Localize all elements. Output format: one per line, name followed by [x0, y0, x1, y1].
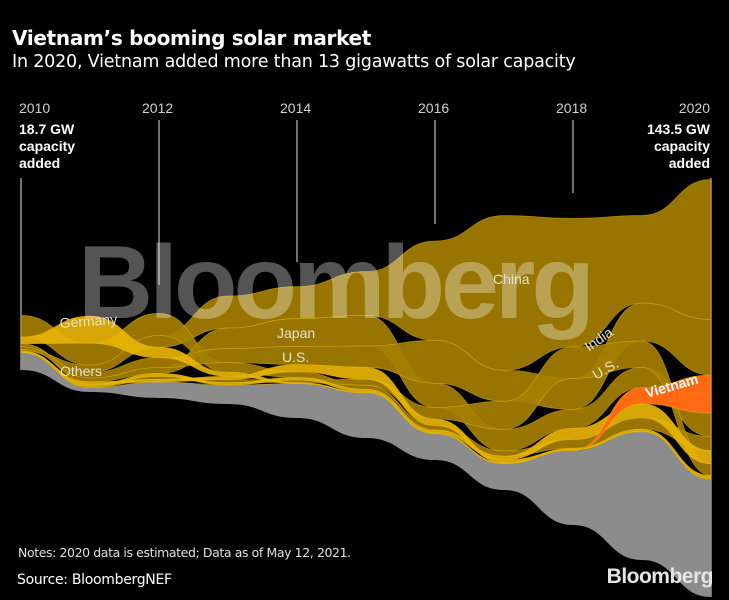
chart-notes: Notes: 2020 data is estimated; Data as o…	[18, 545, 351, 560]
band-vietnam	[20, 352, 712, 465]
series-label-us: U.S.	[282, 349, 309, 365]
end-capacity-line2: capacity	[653, 138, 710, 154]
bloomberg-logo: Bloomberg	[606, 565, 714, 588]
stream-bands	[20, 179, 712, 597]
band-italy	[20, 315, 712, 479]
start-capacity-line2: capacity	[19, 138, 76, 154]
end-capacity-value: 143.5 GW	[646, 121, 710, 137]
chart-title: Vietnam’s booming solar market	[12, 26, 372, 50]
end-capacity-line3: added	[668, 155, 710, 171]
x-tick-label-2014: 2014	[280, 100, 312, 116]
start-capacity-line3: added	[19, 155, 61, 171]
end-capacity-annotation: 143.5 GW capacity added	[647, 121, 710, 172]
chart-source: Source: BloombergNEF	[17, 572, 172, 588]
x-tick-label-2012: 2012	[142, 100, 174, 116]
start-capacity-annotation: 18.7 GW capacity added	[19, 121, 75, 172]
series-label-japan: Japan	[277, 325, 315, 341]
x-tick-label-2010: 2010	[19, 100, 51, 116]
bloomberg-watermark: Bloomberg	[78, 225, 591, 341]
series-label-others: Others	[60, 363, 102, 379]
series-label-germany: Germany	[59, 311, 118, 331]
series-label-china: China	[493, 271, 530, 287]
x-tick-label-2016: 2016	[418, 100, 450, 116]
x-tick-label-2018: 2018	[556, 100, 588, 116]
start-capacity-value: 18.7 GW	[19, 121, 75, 137]
band-others	[21, 352, 711, 597]
chart-subtitle: In 2020, Vietnam added more than 13 giga…	[12, 52, 576, 72]
band-uk	[20, 351, 712, 480]
x-tick-label-2020: 2020	[678, 100, 710, 116]
